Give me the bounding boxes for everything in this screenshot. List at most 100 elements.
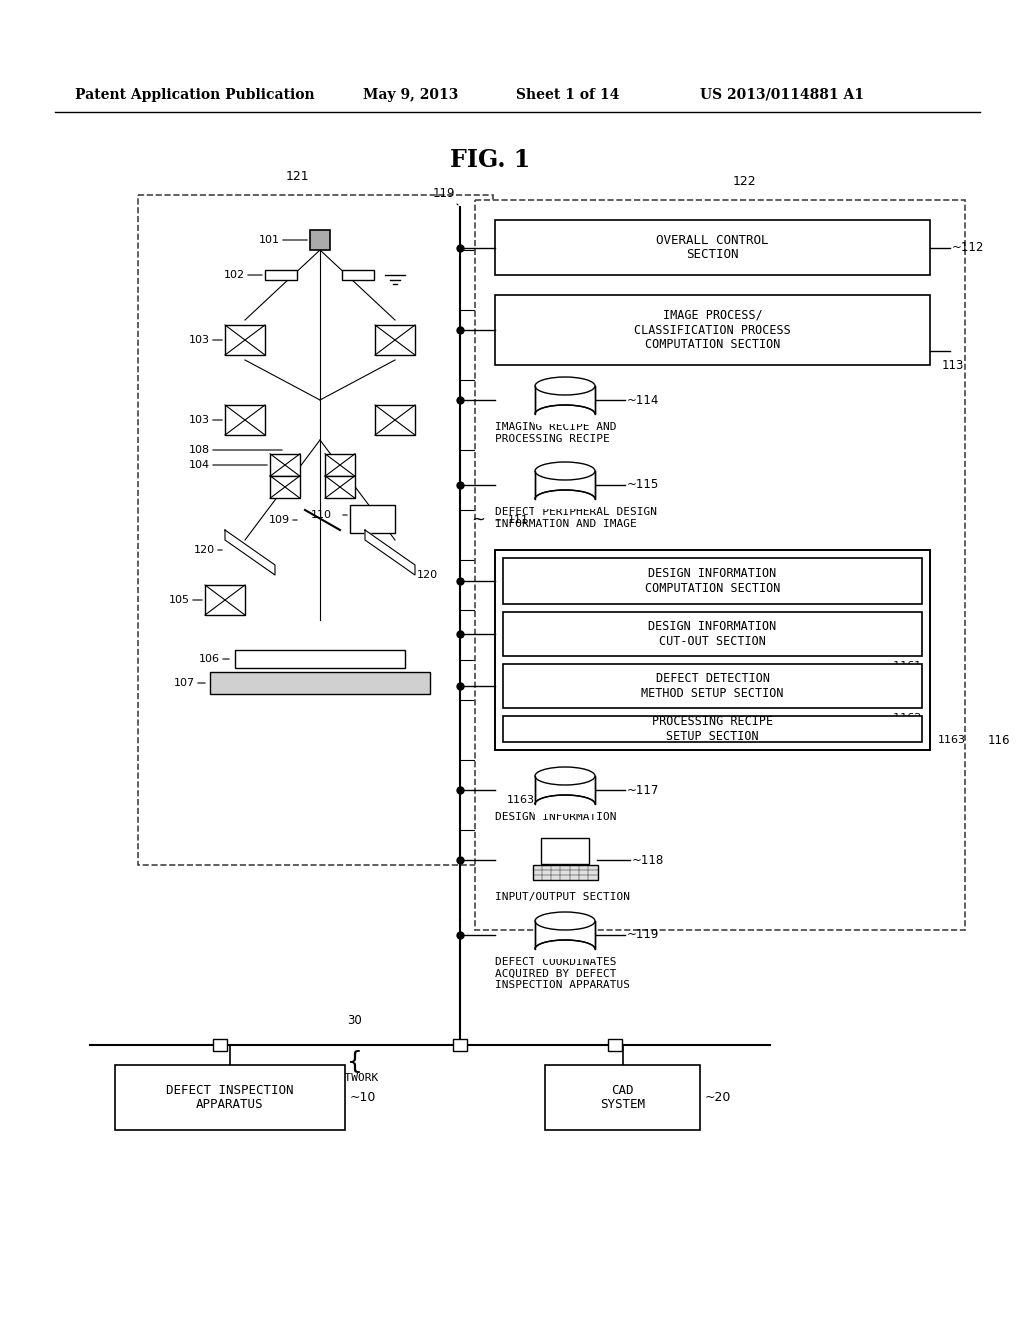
Text: DEFECT PERIPHERAL DESIGN
INFORMATION AND IMAGE: DEFECT PERIPHERAL DESIGN INFORMATION AND… bbox=[495, 507, 657, 528]
Text: 104: 104 bbox=[188, 459, 210, 470]
FancyBboxPatch shape bbox=[534, 414, 596, 424]
Ellipse shape bbox=[535, 405, 595, 422]
FancyBboxPatch shape bbox=[138, 195, 493, 865]
Text: FIG. 1: FIG. 1 bbox=[450, 148, 530, 172]
FancyBboxPatch shape bbox=[503, 612, 922, 656]
FancyBboxPatch shape bbox=[503, 715, 922, 742]
FancyBboxPatch shape bbox=[545, 1065, 700, 1130]
Ellipse shape bbox=[535, 462, 595, 480]
FancyBboxPatch shape bbox=[495, 294, 930, 366]
FancyBboxPatch shape bbox=[541, 837, 590, 863]
Text: ~118: ~118 bbox=[632, 854, 665, 866]
Text: 121: 121 bbox=[286, 170, 309, 183]
Text: ~119: ~119 bbox=[627, 928, 659, 941]
FancyBboxPatch shape bbox=[535, 471, 595, 499]
FancyBboxPatch shape bbox=[225, 325, 265, 355]
Text: 107: 107 bbox=[174, 678, 195, 688]
FancyBboxPatch shape bbox=[325, 475, 355, 498]
Text: 109: 109 bbox=[269, 515, 290, 525]
Text: May 9, 2013: May 9, 2013 bbox=[362, 88, 459, 102]
Text: DESIGN INFORMATION: DESIGN INFORMATION bbox=[495, 812, 616, 822]
FancyBboxPatch shape bbox=[495, 550, 930, 750]
FancyBboxPatch shape bbox=[608, 1039, 622, 1051]
Text: 103: 103 bbox=[189, 414, 210, 425]
FancyBboxPatch shape bbox=[342, 271, 374, 280]
Ellipse shape bbox=[535, 795, 595, 813]
FancyBboxPatch shape bbox=[115, 1065, 345, 1130]
FancyBboxPatch shape bbox=[535, 385, 595, 414]
FancyBboxPatch shape bbox=[534, 499, 596, 510]
Text: ~10: ~10 bbox=[350, 1092, 377, 1104]
Text: US 2013/0114881 A1: US 2013/0114881 A1 bbox=[700, 88, 864, 102]
Text: 113: 113 bbox=[942, 359, 965, 372]
Text: 122: 122 bbox=[733, 176, 757, 187]
Text: ~117: ~117 bbox=[627, 784, 659, 796]
Text: 102: 102 bbox=[224, 271, 245, 280]
Text: ~112: ~112 bbox=[952, 242, 984, 253]
FancyBboxPatch shape bbox=[350, 506, 395, 533]
Text: ~115: ~115 bbox=[627, 479, 659, 491]
FancyBboxPatch shape bbox=[535, 921, 595, 949]
FancyBboxPatch shape bbox=[205, 585, 245, 615]
FancyBboxPatch shape bbox=[453, 1039, 467, 1051]
Text: DEFECT DETECTION
METHOD SETUP SECTION: DEFECT DETECTION METHOD SETUP SECTION bbox=[641, 672, 783, 700]
FancyBboxPatch shape bbox=[210, 672, 430, 694]
Text: 105: 105 bbox=[169, 595, 190, 605]
FancyBboxPatch shape bbox=[234, 649, 406, 668]
FancyBboxPatch shape bbox=[534, 949, 596, 960]
Text: NETWORK: NETWORK bbox=[332, 1073, 379, 1082]
Ellipse shape bbox=[535, 378, 595, 395]
FancyBboxPatch shape bbox=[310, 230, 330, 249]
Text: 101: 101 bbox=[259, 235, 280, 246]
Ellipse shape bbox=[535, 767, 595, 785]
FancyBboxPatch shape bbox=[213, 1039, 227, 1051]
Text: ~1161: ~1161 bbox=[885, 661, 922, 671]
FancyBboxPatch shape bbox=[325, 454, 355, 477]
Text: Sheet 1 of 14: Sheet 1 of 14 bbox=[516, 88, 620, 102]
Text: ~114: ~114 bbox=[627, 393, 659, 407]
FancyBboxPatch shape bbox=[535, 776, 595, 804]
Text: 111: 111 bbox=[508, 515, 529, 525]
FancyBboxPatch shape bbox=[495, 220, 930, 275]
FancyBboxPatch shape bbox=[503, 664, 922, 708]
Text: PROCESSING RECIPE
SETUP SECTION: PROCESSING RECIPE SETUP SECTION bbox=[652, 715, 773, 743]
FancyBboxPatch shape bbox=[534, 804, 596, 814]
Text: 120: 120 bbox=[417, 570, 438, 579]
Text: 1163: 1163 bbox=[507, 795, 535, 805]
Text: 110: 110 bbox=[311, 510, 332, 520]
Text: Patent Application Publication: Patent Application Publication bbox=[75, 88, 314, 102]
Polygon shape bbox=[225, 531, 275, 576]
Ellipse shape bbox=[535, 490, 595, 508]
Text: 1163: 1163 bbox=[938, 735, 966, 744]
FancyBboxPatch shape bbox=[503, 558, 922, 605]
FancyBboxPatch shape bbox=[270, 454, 300, 477]
Text: ~20: ~20 bbox=[705, 1092, 731, 1104]
Text: DEFECT INSPECTION
APPARATUS: DEFECT INSPECTION APPARATUS bbox=[166, 1084, 294, 1111]
Text: ~1162: ~1162 bbox=[885, 713, 922, 723]
FancyBboxPatch shape bbox=[532, 865, 597, 880]
FancyBboxPatch shape bbox=[475, 201, 965, 931]
Text: 119: 119 bbox=[432, 187, 455, 201]
Text: 120: 120 bbox=[194, 545, 215, 554]
Text: 103: 103 bbox=[189, 335, 210, 345]
Text: 116: 116 bbox=[988, 734, 1011, 747]
FancyBboxPatch shape bbox=[265, 271, 297, 280]
Text: DEFECT COORDINATES
ACQUIRED BY DEFECT
INSPECTION APPARATUS: DEFECT COORDINATES ACQUIRED BY DEFECT IN… bbox=[495, 957, 630, 990]
Text: OVERALL CONTROL
SECTION: OVERALL CONTROL SECTION bbox=[656, 234, 769, 261]
Text: INPUT/OUTPUT SECTION: INPUT/OUTPUT SECTION bbox=[495, 892, 630, 902]
Polygon shape bbox=[365, 531, 415, 576]
Text: ~: ~ bbox=[471, 511, 485, 529]
Text: CAD
SYSTEM: CAD SYSTEM bbox=[600, 1084, 645, 1111]
Text: {: { bbox=[347, 1049, 362, 1074]
Ellipse shape bbox=[535, 912, 595, 931]
FancyBboxPatch shape bbox=[225, 405, 265, 436]
Text: IMAGING RECIPE AND
PROCESSING RECIPE: IMAGING RECIPE AND PROCESSING RECIPE bbox=[495, 422, 616, 444]
FancyBboxPatch shape bbox=[375, 405, 415, 436]
Text: DESIGN INFORMATION
COMPUTATION SECTION: DESIGN INFORMATION COMPUTATION SECTION bbox=[645, 568, 780, 595]
Text: 30: 30 bbox=[347, 1014, 362, 1027]
Text: IMAGE PROCESS/
CLASSIFICATION PROCESS
COMPUTATION SECTION: IMAGE PROCESS/ CLASSIFICATION PROCESS CO… bbox=[634, 309, 791, 351]
FancyBboxPatch shape bbox=[270, 475, 300, 498]
Text: DESIGN INFORMATION
CUT-OUT SECTION: DESIGN INFORMATION CUT-OUT SECTION bbox=[648, 620, 776, 648]
FancyBboxPatch shape bbox=[375, 325, 415, 355]
Ellipse shape bbox=[535, 940, 595, 958]
